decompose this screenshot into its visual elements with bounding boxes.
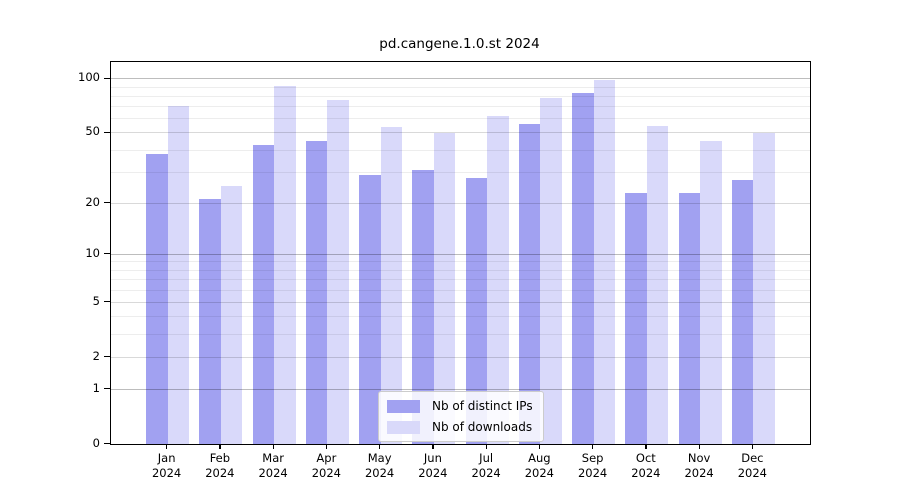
bar-distinct-ips <box>572 93 594 444</box>
bar-downloads <box>753 132 775 444</box>
x-tick <box>751 444 754 449</box>
y-tick <box>104 253 110 255</box>
bar-downloads <box>220 186 243 444</box>
gridline-minor <box>111 261 810 263</box>
y-tick <box>104 131 110 134</box>
x-tick-label: Mar 2024 <box>258 451 288 480</box>
chart-title: pd.cangene.1.0.st 2024 <box>379 36 540 52</box>
y-tick-label: 5 <box>92 293 100 308</box>
x-tick <box>166 444 168 449</box>
x-tick-label: Dec 2024 <box>737 451 768 480</box>
gridline-minor <box>111 333 810 335</box>
x-tick <box>432 444 434 449</box>
x-tick <box>219 444 221 449</box>
bar-downloads <box>327 100 349 444</box>
gridline-minor <box>111 278 810 280</box>
y-tick-label: 10 <box>85 245 100 260</box>
bar-distinct-ips <box>146 154 168 444</box>
x-tick <box>379 444 381 449</box>
gridline-minor <box>111 106 810 108</box>
legend-entry-distinct-ips: Nb of distinct IPs <box>387 397 533 415</box>
x-tick <box>485 444 487 449</box>
x-tick-label: Oct 2024 <box>631 451 661 480</box>
gridline-major <box>111 356 810 358</box>
bar-distinct-ips <box>359 174 381 444</box>
y-tick-label: 0 <box>92 435 100 450</box>
y-tick-label: 100 <box>78 70 100 85</box>
legend: Nb of distinct IPs Nb of downloads <box>378 391 544 442</box>
gridline-major <box>111 301 810 303</box>
gridline-major <box>111 132 810 134</box>
x-tick-label: Apr 2024 <box>311 451 342 480</box>
legend-label-downloads: Nb of downloads <box>432 420 533 434</box>
plot-area <box>110 61 811 445</box>
bar-downloads <box>540 98 562 444</box>
bar-distinct-ips <box>625 192 647 444</box>
gridline-minor <box>111 269 810 271</box>
x-tick-label: Jun 2024 <box>418 451 448 480</box>
y-tick <box>104 443 110 445</box>
bar-downloads <box>274 86 296 444</box>
y-tick <box>104 77 110 80</box>
bar-distinct-ips <box>305 141 328 444</box>
bar-downloads <box>380 126 403 444</box>
y-tick <box>104 202 110 204</box>
y-tick-label: 2 <box>92 348 100 363</box>
bar-distinct-ips <box>678 192 701 444</box>
bar-distinct-ips <box>199 199 221 444</box>
legend-swatch-downloads <box>387 420 420 434</box>
bar-distinct-ips <box>731 180 754 444</box>
gridline-minor <box>111 289 810 291</box>
y-tick-label: 1 <box>92 380 100 395</box>
gridline-major <box>111 202 810 204</box>
x-tick-label: May 2024 <box>364 451 395 480</box>
x-tick <box>645 444 647 449</box>
x-tick <box>538 444 541 449</box>
bar-distinct-ips <box>518 124 541 444</box>
gridline-minor <box>111 118 810 120</box>
legend-swatch-distinct-ips <box>387 399 420 413</box>
x-tick-label: Sep 2024 <box>577 451 608 480</box>
x-tick <box>698 444 700 449</box>
bar-distinct-ips <box>252 144 275 444</box>
gridline-major <box>111 388 810 390</box>
y-tick-label: 20 <box>85 194 100 209</box>
y-tick <box>104 301 110 303</box>
bar-downloads <box>646 125 669 444</box>
bar-downloads <box>167 105 190 444</box>
bar-downloads <box>433 132 456 444</box>
bar-distinct-ips <box>412 169 434 444</box>
gridline-minor <box>111 316 810 318</box>
gridline-minor <box>111 86 810 88</box>
x-tick-label: Aug 2024 <box>524 451 555 480</box>
bar-distinct-ips <box>465 177 488 444</box>
legend-label-distinct-ips: Nb of distinct IPs <box>432 399 533 413</box>
gridline-minor <box>111 171 810 173</box>
y-tick-label: 50 <box>85 124 100 139</box>
x-tick-label: Nov 2024 <box>684 451 714 480</box>
bar-downloads <box>487 116 509 444</box>
x-tick-label: Feb 2024 <box>205 451 235 480</box>
gridline-major <box>111 253 810 255</box>
bar-downloads <box>593 79 616 444</box>
gridline-minor <box>111 149 810 151</box>
legend-entry-downloads: Nb of downloads <box>387 418 533 436</box>
y-tick <box>104 388 110 390</box>
x-tick <box>592 444 594 449</box>
bar-downloads <box>700 141 722 444</box>
x-tick <box>272 444 274 449</box>
y-tick <box>104 356 110 358</box>
x-tick-label: Jan 2024 <box>151 451 182 480</box>
gridline-minor <box>111 95 810 97</box>
x-tick-label: Jul 2024 <box>471 451 501 480</box>
gridline-major <box>111 78 810 80</box>
x-tick <box>325 444 328 449</box>
